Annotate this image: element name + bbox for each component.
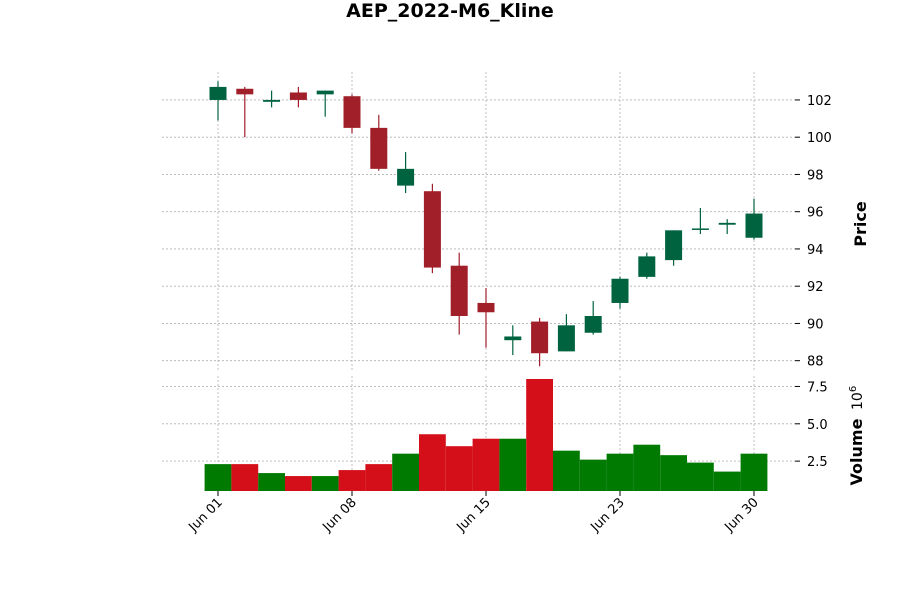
candle-body [638, 256, 656, 277]
volume-bar [392, 453, 419, 491]
volume-bar [713, 471, 741, 491]
volume-bar [553, 450, 580, 491]
volume-bar [231, 464, 259, 491]
volume-bar [419, 434, 446, 491]
volume-bar [445, 446, 473, 491]
candle-body [263, 99, 281, 102]
volume-bar [258, 473, 285, 491]
candle-body [665, 230, 683, 261]
volume-bar [204, 464, 232, 491]
candle-body [477, 302, 495, 313]
volume-bar [526, 378, 553, 491]
candle-body [209, 86, 227, 100]
volume-bar [740, 453, 768, 491]
volume-bar [499, 438, 527, 491]
price-tick-label: 88 [807, 355, 824, 370]
volume-exponent-superscript: 6 [848, 386, 859, 392]
candle-body [584, 315, 602, 333]
chart-title: AEP_2022-M6_Kline [346, 0, 554, 22]
candle-body [557, 325, 575, 352]
x-tick-label: Jun 23 [588, 495, 628, 535]
volume-bar [687, 462, 714, 491]
price-tick-label: 96 [807, 206, 824, 221]
candle-body [691, 228, 709, 230]
volume-tick-label: 2.5 [807, 455, 828, 470]
candle-body [236, 88, 254, 95]
candle-body [611, 278, 629, 303]
volume-bar [633, 444, 661, 491]
price-tick-label: 98 [807, 168, 824, 183]
candle-body [370, 127, 388, 169]
candle-body [397, 168, 415, 186]
candle-body [718, 222, 736, 225]
price-tick-label: 100 [807, 131, 832, 146]
candle-body [343, 96, 361, 128]
x-tick-label: Jun 15 [454, 495, 494, 535]
volume-bar [606, 453, 634, 491]
candle-body [504, 336, 522, 341]
candle-body [423, 191, 441, 268]
price-tick-label: 102 [807, 94, 832, 109]
price-tick-label: 94 [807, 243, 824, 258]
x-tick-label: Jun 01 [186, 495, 226, 535]
candle-body [316, 90, 334, 95]
volume-tick-label: 7.5 [807, 380, 828, 395]
volume-tick-label: 5.0 [807, 418, 828, 433]
x-tick-label: Jun 08 [320, 495, 360, 535]
volume-bar [660, 455, 687, 491]
candle-body [531, 321, 549, 354]
price-axis-label: Price [851, 201, 870, 247]
volume-bar [472, 438, 500, 491]
volume-axis-label: Volume [847, 418, 866, 485]
candle-body [745, 213, 763, 238]
candle-body [289, 92, 307, 100]
volume-bar [285, 476, 312, 491]
price-tick-label: 90 [807, 317, 824, 332]
volume-bar [311, 476, 339, 491]
volume-bar [338, 470, 366, 491]
volume-bar [579, 459, 607, 491]
price-tick-label: 92 [807, 280, 824, 295]
candle-body [450, 265, 468, 316]
volume-exponent-label: 106 [848, 386, 866, 410]
volume-bar [365, 464, 393, 491]
x-tick-label: Jun 30 [722, 495, 762, 535]
